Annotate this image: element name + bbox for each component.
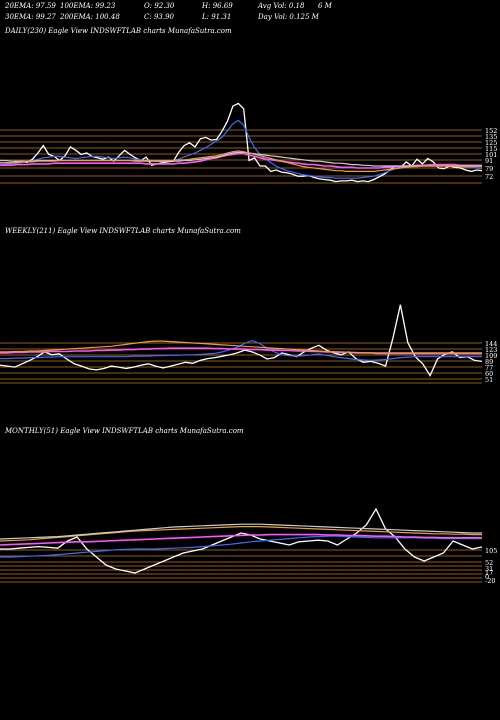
header-high: H: 96.69 [202, 2, 233, 10]
series-line [0, 150, 482, 172]
price-label: 77 [485, 364, 493, 372]
price-label: 152 [485, 127, 497, 135]
price-label: 51 [485, 376, 493, 384]
header-ema20: 20EMA: 97.59 [5, 2, 56, 10]
price-label: 144 [485, 340, 497, 348]
monthly-panel-title: MONTHLY(51) Eagle View INDSWFTLAB charts… [5, 427, 244, 435]
price-label: 135 [485, 133, 497, 141]
price-label: 115 [485, 145, 497, 153]
series-line [0, 525, 482, 542]
series-line [0, 339, 482, 362]
series-line [0, 340, 482, 354]
price-label: 60 [485, 370, 493, 378]
series-line [0, 507, 483, 574]
series-line [0, 533, 482, 546]
header-close: C: 93.90 [144, 13, 174, 21]
price-label: 52 [485, 559, 493, 567]
header-ema100: 100EMA: 99.23 [60, 2, 116, 10]
price-label: 125 [485, 139, 497, 147]
header-open: O: 92.30 [144, 2, 175, 10]
series-line [0, 119, 483, 179]
header-ema30: 30EMA: 99.27 [5, 13, 56, 21]
price-label: 91 [485, 157, 493, 165]
daily-panel-title: DAILY(230) Eagle View INDSWFTLAB charts … [5, 27, 232, 35]
price-label: 123 [485, 346, 497, 354]
price-label: 0 [485, 573, 489, 581]
price-label: 109 [485, 352, 497, 360]
weekly-panel-title: WEEKLY(211) Eagle View INDSWFTLAB charts… [5, 227, 241, 235]
price-label: 72 [485, 173, 493, 181]
price-label: 105 [485, 547, 497, 555]
price-label: 79 [485, 165, 493, 173]
price-label: 17 [485, 569, 493, 577]
series-line [0, 523, 482, 540]
header-low: L: 91.31 [202, 13, 232, 21]
series-line [0, 535, 482, 558]
price-label: 89 [485, 358, 493, 366]
header-vol-unit: 6 M [318, 2, 332, 10]
header-day-vol: Day Vol: 0.125 M [258, 13, 319, 21]
series-line [0, 304, 483, 377]
price-label: 31 [485, 565, 493, 573]
price-label: 101 [485, 151, 497, 159]
price-label: -20 [485, 577, 495, 585]
header-avg-vol: Avg Vol: 0.18 [258, 2, 305, 10]
header-ema200: 200EMA: 100.48 [60, 13, 120, 21]
series-line [0, 102, 483, 183]
